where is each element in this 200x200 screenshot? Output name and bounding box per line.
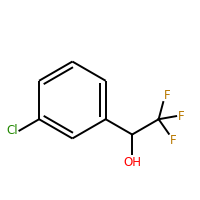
Text: Cl: Cl	[7, 124, 18, 137]
Text: F: F	[170, 134, 176, 147]
Text: F: F	[178, 110, 184, 123]
Text: F: F	[164, 89, 171, 102]
Text: OH: OH	[123, 156, 141, 169]
